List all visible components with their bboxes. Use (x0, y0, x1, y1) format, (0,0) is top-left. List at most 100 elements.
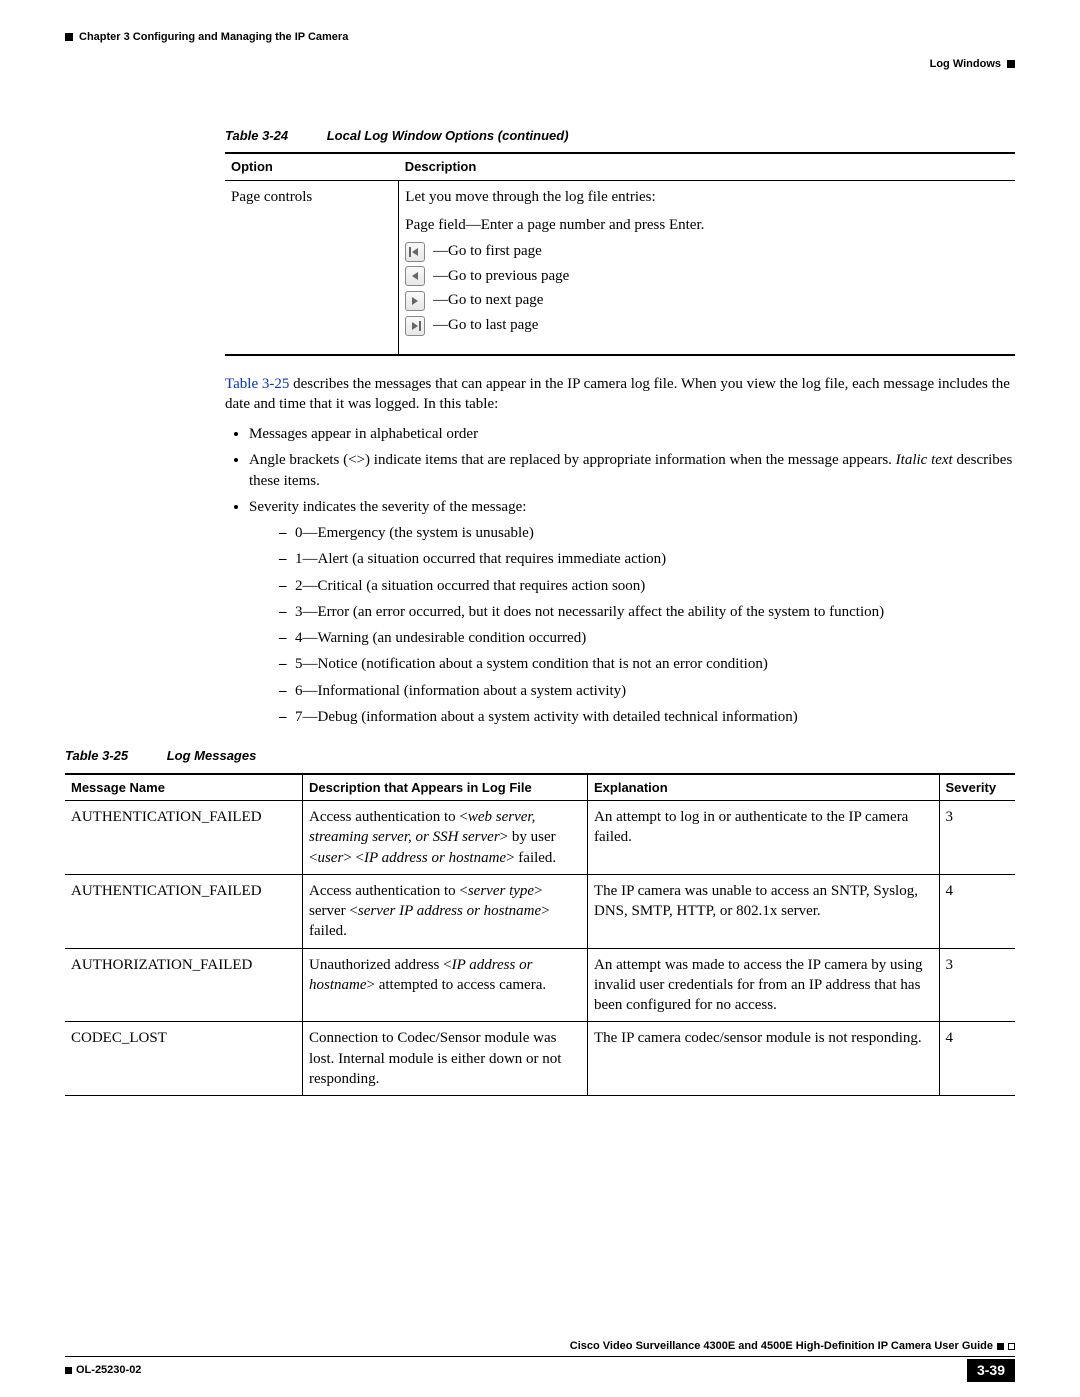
table-3-25-wrap: Table 3-25 Log Messages Message Name Des… (65, 747, 1015, 1096)
footer-guide-row: Cisco Video Surveillance 4300E and 4500E… (65, 1339, 1015, 1357)
message-explanation: An attempt was made to access the IP cam… (588, 948, 940, 1022)
list-item: —Go to last page (405, 315, 1009, 336)
message-explanation: The IP camera codec/sensor module is not… (588, 1022, 940, 1096)
message-description: Access authentication to <web server, st… (303, 801, 588, 875)
content-body: Table 3-24 Local Log Window Options (con… (225, 72, 1015, 1096)
severity-list: 0—Emergency (the system is unusable) 1—A… (279, 523, 1015, 727)
message-severity: 3 (939, 801, 1015, 875)
nav-label: —Go to first page (433, 243, 542, 259)
message-name: AUTHORIZATION_FAILED (65, 948, 303, 1022)
message-severity: 4 (939, 874, 1015, 948)
table-number: Table 3-24 (225, 128, 288, 143)
italic-text: user (317, 850, 343, 866)
page: Chapter 3 Configuring and Managing the I… (0, 0, 1080, 1397)
table-row: AUTHENTICATION_FAILED Access authenticat… (65, 801, 1015, 875)
col-severity: Severity (939, 774, 1015, 801)
list-item: 5—Notice (notification about a system co… (279, 654, 1015, 674)
message-name: AUTHENTICATION_FAILED (65, 801, 303, 875)
italic-text: server type (468, 883, 534, 899)
text: > attempted to access camera. (367, 977, 547, 993)
nav-label: —Go to last page (433, 317, 538, 333)
page-nav-list: —Go to first page —Go to previous page —… (405, 241, 1009, 335)
list-item: Angle brackets (<>) indicate items that … (249, 450, 1015, 491)
message-description: Unauthorized address <IP address or host… (303, 948, 588, 1022)
table-title: Local Log Window Options (continued) (327, 128, 569, 143)
list-item: Severity indicates the severity of the m… (249, 497, 1015, 727)
prev-page-icon[interactable] (405, 266, 425, 286)
list-item: 6—Informational (information about a sys… (279, 681, 1015, 701)
message-name: CODEC_LOST (65, 1022, 303, 1096)
table-row: AUTHENTICATION_FAILED Access authenticat… (65, 874, 1015, 948)
intro-paragraph: Table 3-25 describes the messages that c… (225, 374, 1015, 415)
table-row: CODEC_LOST Connection to Codec/Sensor mo… (65, 1022, 1015, 1096)
section-header: Log Windows (65, 57, 1015, 72)
bullet-list: Messages appear in alphabetical order An… (249, 424, 1015, 727)
header-square-icon (65, 33, 73, 41)
last-page-icon[interactable] (405, 316, 425, 336)
chapter-title: Chapter 3 Configuring and Managing the I… (79, 30, 348, 45)
desc-line: Page field—Enter a page number and press… (405, 215, 1009, 235)
page-footer: Cisco Video Surveillance 4300E and 4500E… (65, 1339, 1015, 1382)
table-row: AUTHORIZATION_FAILED Unauthorized addres… (65, 948, 1015, 1022)
footer-bottom-row: OL-25230-02 3-39 (65, 1359, 1015, 1382)
first-page-icon[interactable] (405, 242, 425, 262)
text: Severity indicates the severity of the m… (249, 499, 526, 515)
italic-text: Italic text (896, 452, 953, 468)
message-name: AUTHENTICATION_FAILED (65, 874, 303, 948)
footer-square-icon (1008, 1343, 1015, 1350)
chapter-header: Chapter 3 Configuring and Managing the I… (65, 30, 1015, 45)
desc-line: Let you move through the log file entrie… (405, 187, 1009, 207)
list-item: Messages appear in alphabetical order (249, 424, 1015, 444)
list-item: —Go to first page (405, 241, 1009, 262)
text: Angle brackets (<>) indicate items that … (249, 452, 896, 468)
text: Access authentication to < (309, 883, 468, 899)
message-explanation: An attempt to log in or authenticate to … (588, 801, 940, 875)
col-explanation: Explanation (588, 774, 940, 801)
section-title: Log Windows (930, 57, 1001, 72)
footer-square-icon (65, 1367, 72, 1374)
table-3-25-link[interactable]: Table 3-25 (225, 376, 289, 392)
nav-label: —Go to next page (433, 292, 543, 308)
table-3-25-caption: Table 3-25 Log Messages (65, 747, 1015, 765)
list-item: —Go to previous page (405, 266, 1009, 287)
list-item: 3—Error (an error occurred, but it does … (279, 602, 1015, 622)
message-explanation: The IP camera was unable to access an SN… (588, 874, 940, 948)
list-item: —Go to next page (405, 290, 1009, 311)
table-3-25: Message Name Description that Appears in… (65, 773, 1015, 1097)
list-item: 4—Warning (an undesirable condition occu… (279, 628, 1015, 648)
message-description: Connection to Codec/Sensor module was lo… (303, 1022, 588, 1096)
message-severity: 3 (939, 948, 1015, 1022)
text: Unauthorized address < (309, 957, 452, 973)
description-cell: Let you move through the log file entrie… (399, 180, 1015, 354)
message-severity: 4 (939, 1022, 1015, 1096)
table-title: Log Messages (167, 748, 257, 763)
doc-number-text: OL-25230-02 (76, 1363, 141, 1378)
table-3-24-caption: Table 3-24 Local Log Window Options (con… (225, 127, 1015, 145)
list-item: 2—Critical (a situation occurred that re… (279, 576, 1015, 596)
italic-text: IP address or hostname (364, 850, 506, 866)
col-option-header: Option (225, 153, 399, 180)
text: Access authentication to < (309, 809, 468, 825)
table-row: Page controls Let you move through the l… (225, 180, 1015, 354)
table-3-24: Option Description Page controls Let you… (225, 152, 1015, 355)
col-description: Description that Appears in Log File (303, 774, 588, 801)
table-number: Table 3-25 (65, 748, 128, 763)
message-description: Access authentication to <server type> s… (303, 874, 588, 948)
intro-text: describes the messages that can appear i… (225, 376, 1010, 412)
col-message-name: Message Name (65, 774, 303, 801)
guide-title: Cisco Video Surveillance 4300E and 4500E… (570, 1339, 993, 1354)
footer-square-icon (997, 1343, 1004, 1350)
next-page-icon[interactable] (405, 291, 425, 311)
text: > failed. (506, 850, 556, 866)
page-number-badge: 3-39 (967, 1359, 1015, 1382)
text: > < (343, 850, 364, 866)
list-item: 1—Alert (a situation occurred that requi… (279, 549, 1015, 569)
doc-number: OL-25230-02 (65, 1363, 141, 1378)
nav-label: —Go to previous page (433, 268, 569, 284)
option-cell: Page controls (225, 180, 399, 354)
italic-text: server IP address or hostname (358, 903, 541, 919)
header-square-icon (1007, 60, 1015, 68)
col-description-header: Description (399, 153, 1015, 180)
list-item: 7—Debug (information about a system acti… (279, 707, 1015, 727)
list-item: 0—Emergency (the system is unusable) (279, 523, 1015, 543)
